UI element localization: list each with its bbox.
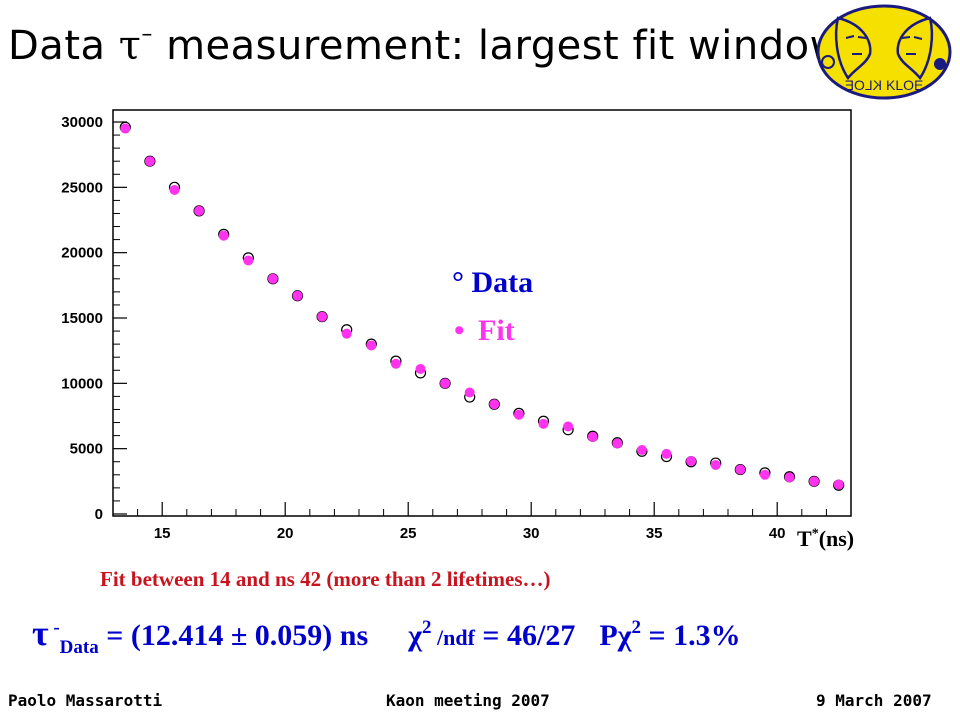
fit-point xyxy=(366,340,377,351)
fit-point xyxy=(218,230,229,241)
x-tick-label: 15 xyxy=(154,525,171,542)
x-tick-label: 30 xyxy=(523,525,540,542)
y-tick-label: 30000 xyxy=(61,114,103,131)
legend-fit-marker: • xyxy=(454,314,465,347)
fit-point xyxy=(513,409,524,420)
fit-point xyxy=(809,476,820,487)
result-tau: τ xyxy=(32,613,49,653)
fit-point xyxy=(120,123,131,134)
fit-point xyxy=(784,472,795,483)
legend-data-marker: ° xyxy=(452,266,464,299)
result-p-sup: 2 xyxy=(631,617,642,638)
fit-point xyxy=(489,399,500,410)
fit-point xyxy=(169,184,180,195)
x-axis: 15 20 25 30 35 40 xyxy=(112,502,852,542)
legend-fit-label: Fit xyxy=(478,314,515,347)
result-value: = (12.414 ± 0.059) ns xyxy=(98,619,369,652)
result-p-label: Pχ xyxy=(599,619,632,652)
fit-point xyxy=(661,448,672,459)
y-tick-label: 5000 xyxy=(70,441,103,458)
title-prefix: Data xyxy=(8,23,119,69)
result-p-value: = 1.3% xyxy=(641,619,741,652)
kloe-logo: KLOE KLOE xyxy=(816,4,952,100)
title-tau-symbol: τ xyxy=(118,23,142,69)
fit-point xyxy=(759,469,770,480)
result-chi: χ xyxy=(408,619,422,652)
fit-point xyxy=(194,205,205,216)
fit-series xyxy=(120,123,844,490)
result-tau-sup: - xyxy=(48,617,60,638)
x-axis-title: T*(ns) xyxy=(797,526,854,552)
fit-point xyxy=(415,363,426,374)
logo-mirror-text: KLOE xyxy=(845,77,882,93)
legend-data: ° Data xyxy=(452,266,533,300)
fit-range-note: Fit between 14 and ns 42 (more than 2 li… xyxy=(100,567,551,591)
x-tick-label: 25 xyxy=(400,525,417,542)
footer-date: 9 March 2007 xyxy=(816,691,932,710)
footer-author: Paolo Massarotti xyxy=(8,691,163,710)
y-axis: 0 5000 10000 15000 20000 25000 30000 xyxy=(61,114,127,523)
legend-data-label: Data xyxy=(471,266,534,299)
fit-point xyxy=(710,460,721,470)
fit-point xyxy=(464,387,475,398)
logo-text: KLOE xyxy=(886,77,923,93)
x-tick-label: 35 xyxy=(646,525,663,542)
x-tick-label: 20 xyxy=(277,525,294,542)
plot-frame xyxy=(112,109,852,517)
y-tick-label: 20000 xyxy=(61,245,103,262)
fit-point xyxy=(144,156,155,167)
y-tick-label: 25000 xyxy=(61,179,103,196)
y-tick-label: 15000 xyxy=(61,310,103,327)
y-tick-label: 10000 xyxy=(61,375,103,392)
fit-point xyxy=(686,456,697,467)
fit-point xyxy=(341,328,352,339)
title-suffix: measurement: largest fit window xyxy=(152,23,843,69)
fit-point xyxy=(833,479,844,490)
result-ndf-label: /ndf xyxy=(431,625,475,650)
fit-point xyxy=(267,273,278,284)
fit-point xyxy=(612,438,623,449)
fit-point xyxy=(587,431,598,442)
x-axis-title-main: T xyxy=(797,526,812,551)
fit-point xyxy=(538,418,549,429)
fit-point xyxy=(735,464,746,475)
title-minus-sup: – xyxy=(141,22,153,47)
lifetime-result: τ -Data = (12.414 ± 0.059) ns χ2 /ndf = 4… xyxy=(32,612,741,659)
x-tick-label: 40 xyxy=(769,525,786,542)
fit-point xyxy=(390,358,401,369)
fit-point xyxy=(440,378,451,389)
fit-point xyxy=(243,255,254,266)
x-axis-title-unit: (ns) xyxy=(818,526,855,551)
y-tick-label: 0 xyxy=(95,506,103,523)
fit-point xyxy=(317,311,328,322)
x-axis-title-sup: * xyxy=(811,526,819,542)
slide-title: Data τ– measurement: largest fit window xyxy=(8,22,843,69)
data-series xyxy=(119,121,845,491)
footer-meeting: Kaon meeting 2007 xyxy=(386,691,550,710)
fit-point xyxy=(636,444,647,455)
fit-point xyxy=(563,421,574,432)
result-ndf-value: = 46/27 xyxy=(474,619,576,652)
result-tau-sub: Data xyxy=(59,637,99,658)
fit-point xyxy=(292,290,303,301)
legend-fit: • Fit xyxy=(454,314,515,348)
result-chi-sup: 2 xyxy=(422,617,432,638)
